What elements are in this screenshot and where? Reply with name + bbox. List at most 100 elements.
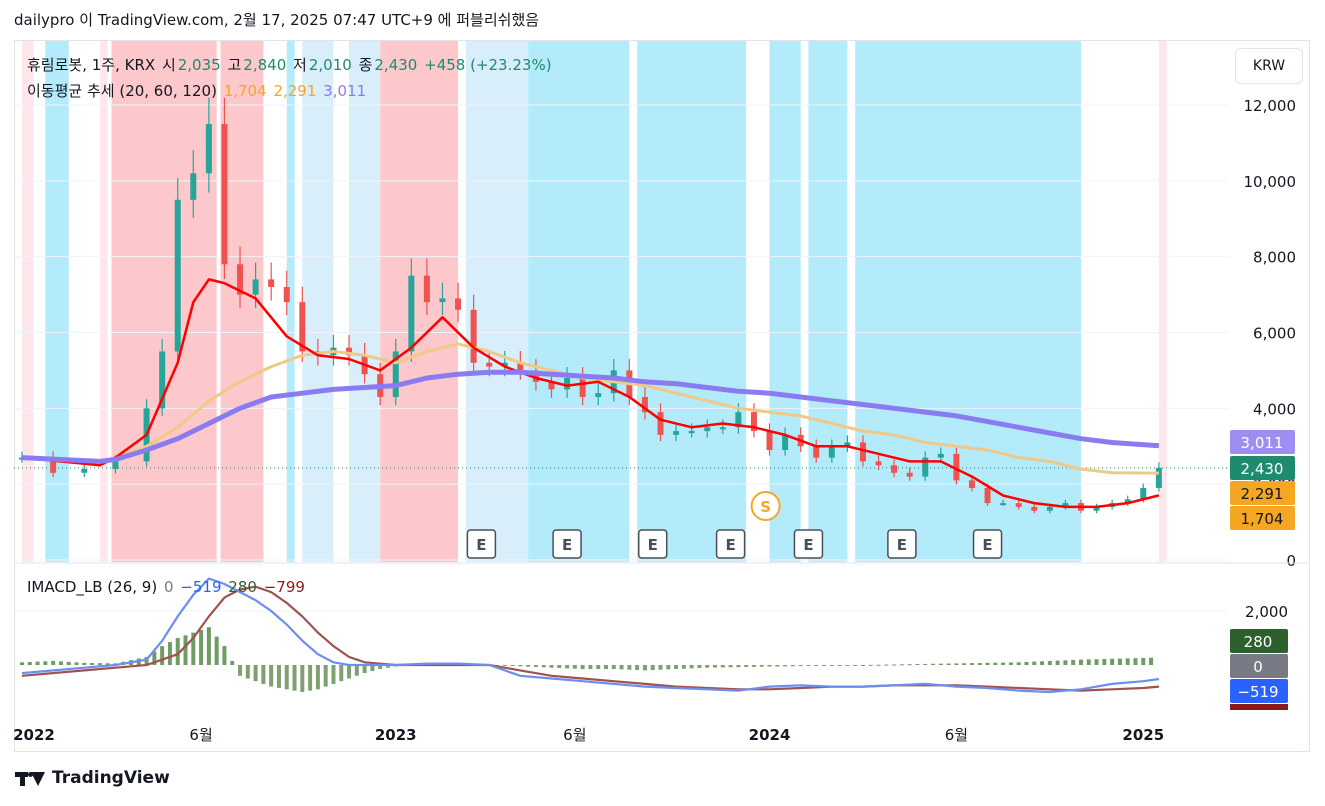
earnings-event-marker[interactable]: E xyxy=(887,529,917,559)
ma20-value: 1,704 xyxy=(223,82,267,100)
badge-text: 2,430 xyxy=(1241,460,1284,478)
candle-body xyxy=(968,480,975,488)
price-axis-badge: 3,011 xyxy=(1230,430,1295,454)
macd-histogram-bar xyxy=(775,665,780,667)
candle-body xyxy=(1046,506,1053,511)
event-box xyxy=(552,529,582,559)
signal-band-13 xyxy=(808,41,848,562)
earnings-event-marker[interactable]: E xyxy=(972,529,1003,559)
event-box xyxy=(887,529,917,559)
macd-histogram-bar xyxy=(565,665,570,669)
macd-histogram-bar xyxy=(167,642,172,665)
currency-button[interactable]: KRW xyxy=(1235,48,1303,84)
macd-histogram-bar xyxy=(502,665,507,666)
ma-label[interactable]: 이동평균 추세 (20, 60, 120) xyxy=(27,82,217,100)
earnings-event-marker[interactable]: E xyxy=(793,529,824,559)
candle-body xyxy=(283,287,290,303)
candle xyxy=(221,97,228,280)
macd-histogram-bar xyxy=(245,665,250,679)
candle-body xyxy=(1140,487,1147,500)
signal-band-4 xyxy=(220,41,264,562)
candle xyxy=(906,467,913,481)
macd-histogram-bar xyxy=(58,661,63,665)
macd-histogram-bar xyxy=(1008,662,1013,665)
signal-band-3 xyxy=(111,41,217,562)
candle-body xyxy=(439,298,446,303)
macd-histogram-bar xyxy=(269,665,274,687)
macd-histogram-bar xyxy=(822,665,827,666)
badge-bg xyxy=(1230,481,1295,505)
macd-signal-line xyxy=(21,585,1159,692)
event-box xyxy=(637,529,668,559)
macd-histogram-bar xyxy=(1094,659,1099,665)
candle-body xyxy=(423,275,430,303)
macd-histogram-bar xyxy=(697,665,702,669)
macd-histogram-bar xyxy=(1016,662,1021,665)
candle xyxy=(704,419,711,438)
candle xyxy=(205,97,212,193)
macd-histogram-bar xyxy=(1063,660,1068,665)
badge-bg xyxy=(1230,430,1295,454)
split-event-marker[interactable]: S xyxy=(750,491,781,521)
event-label: E xyxy=(476,536,486,554)
split-circle xyxy=(750,491,781,521)
candle xyxy=(439,282,446,316)
earnings-event-marker[interactable]: E xyxy=(715,529,746,559)
candle-body xyxy=(579,378,586,397)
candle xyxy=(782,427,789,456)
candle-body xyxy=(455,298,462,310)
macd-histogram-bar xyxy=(1110,658,1115,665)
candle xyxy=(657,403,664,442)
macd-histogram-bar xyxy=(284,665,289,690)
event-label: E xyxy=(648,536,658,554)
macd-histogram-bar xyxy=(510,665,515,667)
macd-axis-badge: −519 xyxy=(1230,679,1288,703)
earnings-event-marker[interactable]: E xyxy=(637,529,668,559)
macd-histogram-bar xyxy=(1141,657,1146,665)
badge-text: 280 xyxy=(1244,633,1273,651)
macd-histogram-bar xyxy=(876,664,881,666)
price-axis-badge: 2,291 xyxy=(1230,481,1295,505)
candle-body xyxy=(470,309,477,363)
y-tick-label: 12,000 xyxy=(1244,97,1297,115)
signal-band-11 xyxy=(637,41,747,562)
macd-value-1: −519 xyxy=(180,578,222,596)
split-label: S xyxy=(760,498,771,516)
candle-body xyxy=(299,302,306,352)
candle xyxy=(673,423,680,442)
event-label: E xyxy=(982,536,992,554)
macd-histogram-bar xyxy=(845,665,850,666)
badge-bg xyxy=(1230,456,1295,480)
macd-histogram-bar xyxy=(175,638,180,665)
candle-body xyxy=(859,442,866,462)
macd-histogram-bar xyxy=(1117,658,1122,665)
macd-histogram-bar xyxy=(907,664,912,666)
low-value: 2,010 xyxy=(308,56,352,74)
macd-label[interactable]: IMACD_LB (26, 9) xyxy=(27,578,158,596)
candle-body xyxy=(112,461,119,469)
earnings-event-marker[interactable]: E xyxy=(552,529,582,559)
macd-histogram-bar xyxy=(300,665,305,692)
candle xyxy=(299,286,306,362)
badge-text: 3,011 xyxy=(1241,434,1284,452)
event-label: E xyxy=(803,536,813,554)
macd-histogram-bar xyxy=(549,665,554,668)
candle-body xyxy=(595,393,602,397)
candle-body xyxy=(828,446,835,458)
candle-body xyxy=(517,362,524,371)
candle-body xyxy=(1093,506,1100,511)
candle xyxy=(283,270,290,316)
tradingview-brand[interactable]: TradingView xyxy=(15,768,170,788)
earnings-event-marker[interactable]: E xyxy=(466,529,497,559)
macd-histogram-bar xyxy=(938,663,943,665)
macd-histogram-bar xyxy=(378,665,383,670)
candle xyxy=(891,459,898,478)
ma120-value: 3,011 xyxy=(323,82,367,100)
candle-body xyxy=(159,351,166,409)
macd-histogram-bar xyxy=(1032,661,1037,665)
candle-body xyxy=(532,370,539,382)
candle-body xyxy=(1124,499,1131,504)
macd-histogram-bar xyxy=(619,665,624,670)
symbol-label[interactable]: 휴림로봇, 1주, KRX xyxy=(27,56,156,74)
